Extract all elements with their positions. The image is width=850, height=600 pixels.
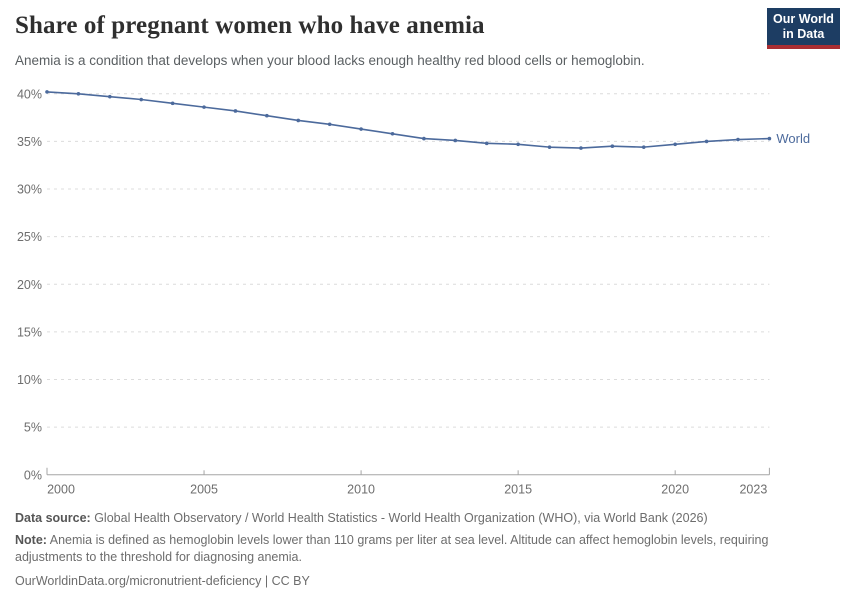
- y-tick-label: 15%: [17, 325, 42, 339]
- data-point[interactable]: [673, 142, 677, 147]
- data-point[interactable]: [327, 122, 332, 127]
- data-point[interactable]: [641, 145, 646, 149]
- x-tick-label: 2023: [739, 483, 767, 497]
- x-tick-label: 2015: [504, 483, 532, 497]
- data-point[interactable]: [547, 145, 552, 149]
- line-chart[interactable]: 0% 5% 10% 15% 20% 25% 30% 35% 40% 2000 2005 2010 201…: [0, 0, 850, 505]
- owid-logo[interactable]: Our World in Data: [767, 8, 840, 49]
- data-point[interactable]: [202, 105, 206, 109]
- x-tick-label: 2010: [347, 483, 375, 497]
- footer-url[interactable]: OurWorldinData.org/micronutrient-deficie…: [15, 573, 310, 588]
- data-point[interactable]: [296, 118, 301, 123]
- owid-logo-line2: in Data: [782, 26, 825, 41]
- data-source-line: Data source: Global Health Observatory /…: [15, 510, 803, 527]
- owid-logo-line1: Our World: [773, 11, 834, 26]
- data-point[interactable]: [265, 113, 269, 118]
- data-source-text: Global Health Observatory / World Health…: [90, 511, 708, 525]
- series-line: [46, 91, 771, 149]
- page-title: Share of pregnant women who have anemia: [15, 12, 485, 39]
- data-point[interactable]: [453, 138, 458, 143]
- data-point[interactable]: [45, 90, 49, 94]
- page-subtitle: Anemia is a condition that develops when…: [15, 53, 645, 68]
- y-tick-label: 40%: [17, 87, 42, 101]
- data-point[interactable]: [610, 144, 615, 148]
- data-point[interactable]: [359, 127, 363, 131]
- y-tick-label: 25%: [17, 230, 42, 244]
- note-label: Note:: [15, 532, 47, 547]
- x-tick-label: 2020: [661, 483, 689, 497]
- data-point[interactable]: [736, 137, 740, 142]
- note-line: Note: Anemia is defined as hemoglobin le…: [15, 532, 803, 566]
- y-tick-label: 10%: [17, 373, 42, 387]
- data-point[interactable]: [579, 146, 583, 150]
- y-tick-label: 30%: [17, 183, 42, 197]
- data-point[interactable]: [170, 101, 175, 106]
- data-point[interactable]: [233, 109, 238, 113]
- data-point[interactable]: [76, 92, 81, 96]
- data-point[interactable]: [390, 132, 395, 136]
- y-tick-label: 5%: [24, 421, 42, 435]
- data-point[interactable]: [767, 136, 772, 141]
- y-tick-label: 35%: [17, 135, 42, 149]
- x-tick-label: 2005: [190, 483, 218, 497]
- data-source-label: Data source:: [15, 511, 91, 525]
- y-tick-label: 0%: [24, 468, 42, 482]
- note-text: Anemia is defined as hemoglobin levels l…: [15, 532, 769, 564]
- data-point[interactable]: [516, 142, 520, 147]
- data-point[interactable]: [704, 139, 709, 144]
- y-tick-label: 20%: [17, 278, 42, 292]
- chart-footer: Data source: Global Health Observatory /…: [15, 510, 803, 595]
- data-point[interactable]: [108, 94, 112, 99]
- data-point[interactable]: [139, 97, 144, 102]
- series-end-label[interactable]: World: [776, 131, 810, 146]
- data-point[interactable]: [484, 141, 489, 146]
- data-point[interactable]: [422, 136, 426, 141]
- x-tick-label: 2000: [47, 483, 75, 497]
